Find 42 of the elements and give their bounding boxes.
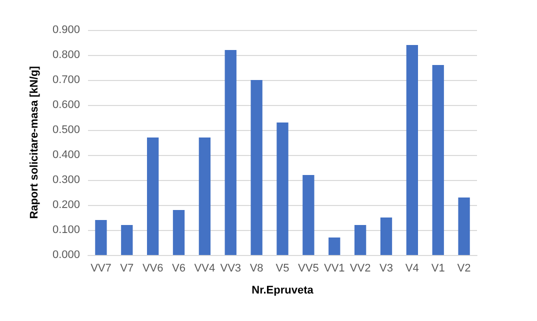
bar — [406, 45, 418, 255]
y-tick-label: 0.000 — [52, 249, 80, 261]
bar — [380, 218, 392, 255]
y-tick-label: 0.300 — [52, 174, 80, 186]
x-tick-label: VV7 — [90, 262, 112, 274]
x-tick-label: VV4 — [194, 262, 216, 274]
y-tick-label: 0.700 — [52, 74, 80, 86]
bar — [432, 65, 444, 255]
x-tick-label: V5 — [276, 262, 290, 274]
y-tick-label: 0.600 — [52, 99, 80, 111]
x-tick-label: VV2 — [350, 262, 371, 274]
bar — [250, 80, 262, 255]
bar — [328, 238, 340, 255]
x-tick-label: VV3 — [220, 262, 242, 274]
bar — [198, 138, 211, 255]
x-tick-label: VV5 — [298, 262, 319, 274]
x-tick-label: V7 — [120, 262, 134, 274]
x-tick-label: V8 — [250, 262, 264, 274]
bar — [224, 50, 236, 255]
x-axis-title: Nr.Epruveta — [252, 284, 314, 296]
bar — [95, 220, 107, 255]
y-tick-label: 0.800 — [52, 49, 80, 61]
y-tick-label: 0.400 — [52, 149, 80, 161]
bar — [172, 210, 185, 255]
bar — [302, 175, 314, 255]
x-tick-label: VV6 — [142, 262, 164, 274]
bar — [276, 122, 288, 255]
y-tick-label: 0.100 — [52, 224, 80, 236]
y-axis-title: Raport solicitare-masa [kN/g] — [28, 66, 40, 219]
bar — [458, 198, 470, 255]
bar — [121, 225, 133, 255]
bar — [354, 225, 366, 255]
x-tick-label: V6 — [172, 262, 186, 274]
y-tick-label: 0.200 — [52, 199, 80, 211]
x-tick-label: VV1 — [324, 262, 345, 274]
x-tick-label: V3 — [380, 262, 393, 274]
x-tick-label: V4 — [405, 262, 419, 274]
y-tick-label: 0.500 — [52, 124, 80, 136]
bar — [147, 138, 159, 255]
x-tick-label: V1 — [431, 262, 445, 274]
y-tick-label: 0.900 — [52, 24, 80, 36]
x-tick-label: V2 — [457, 262, 471, 274]
